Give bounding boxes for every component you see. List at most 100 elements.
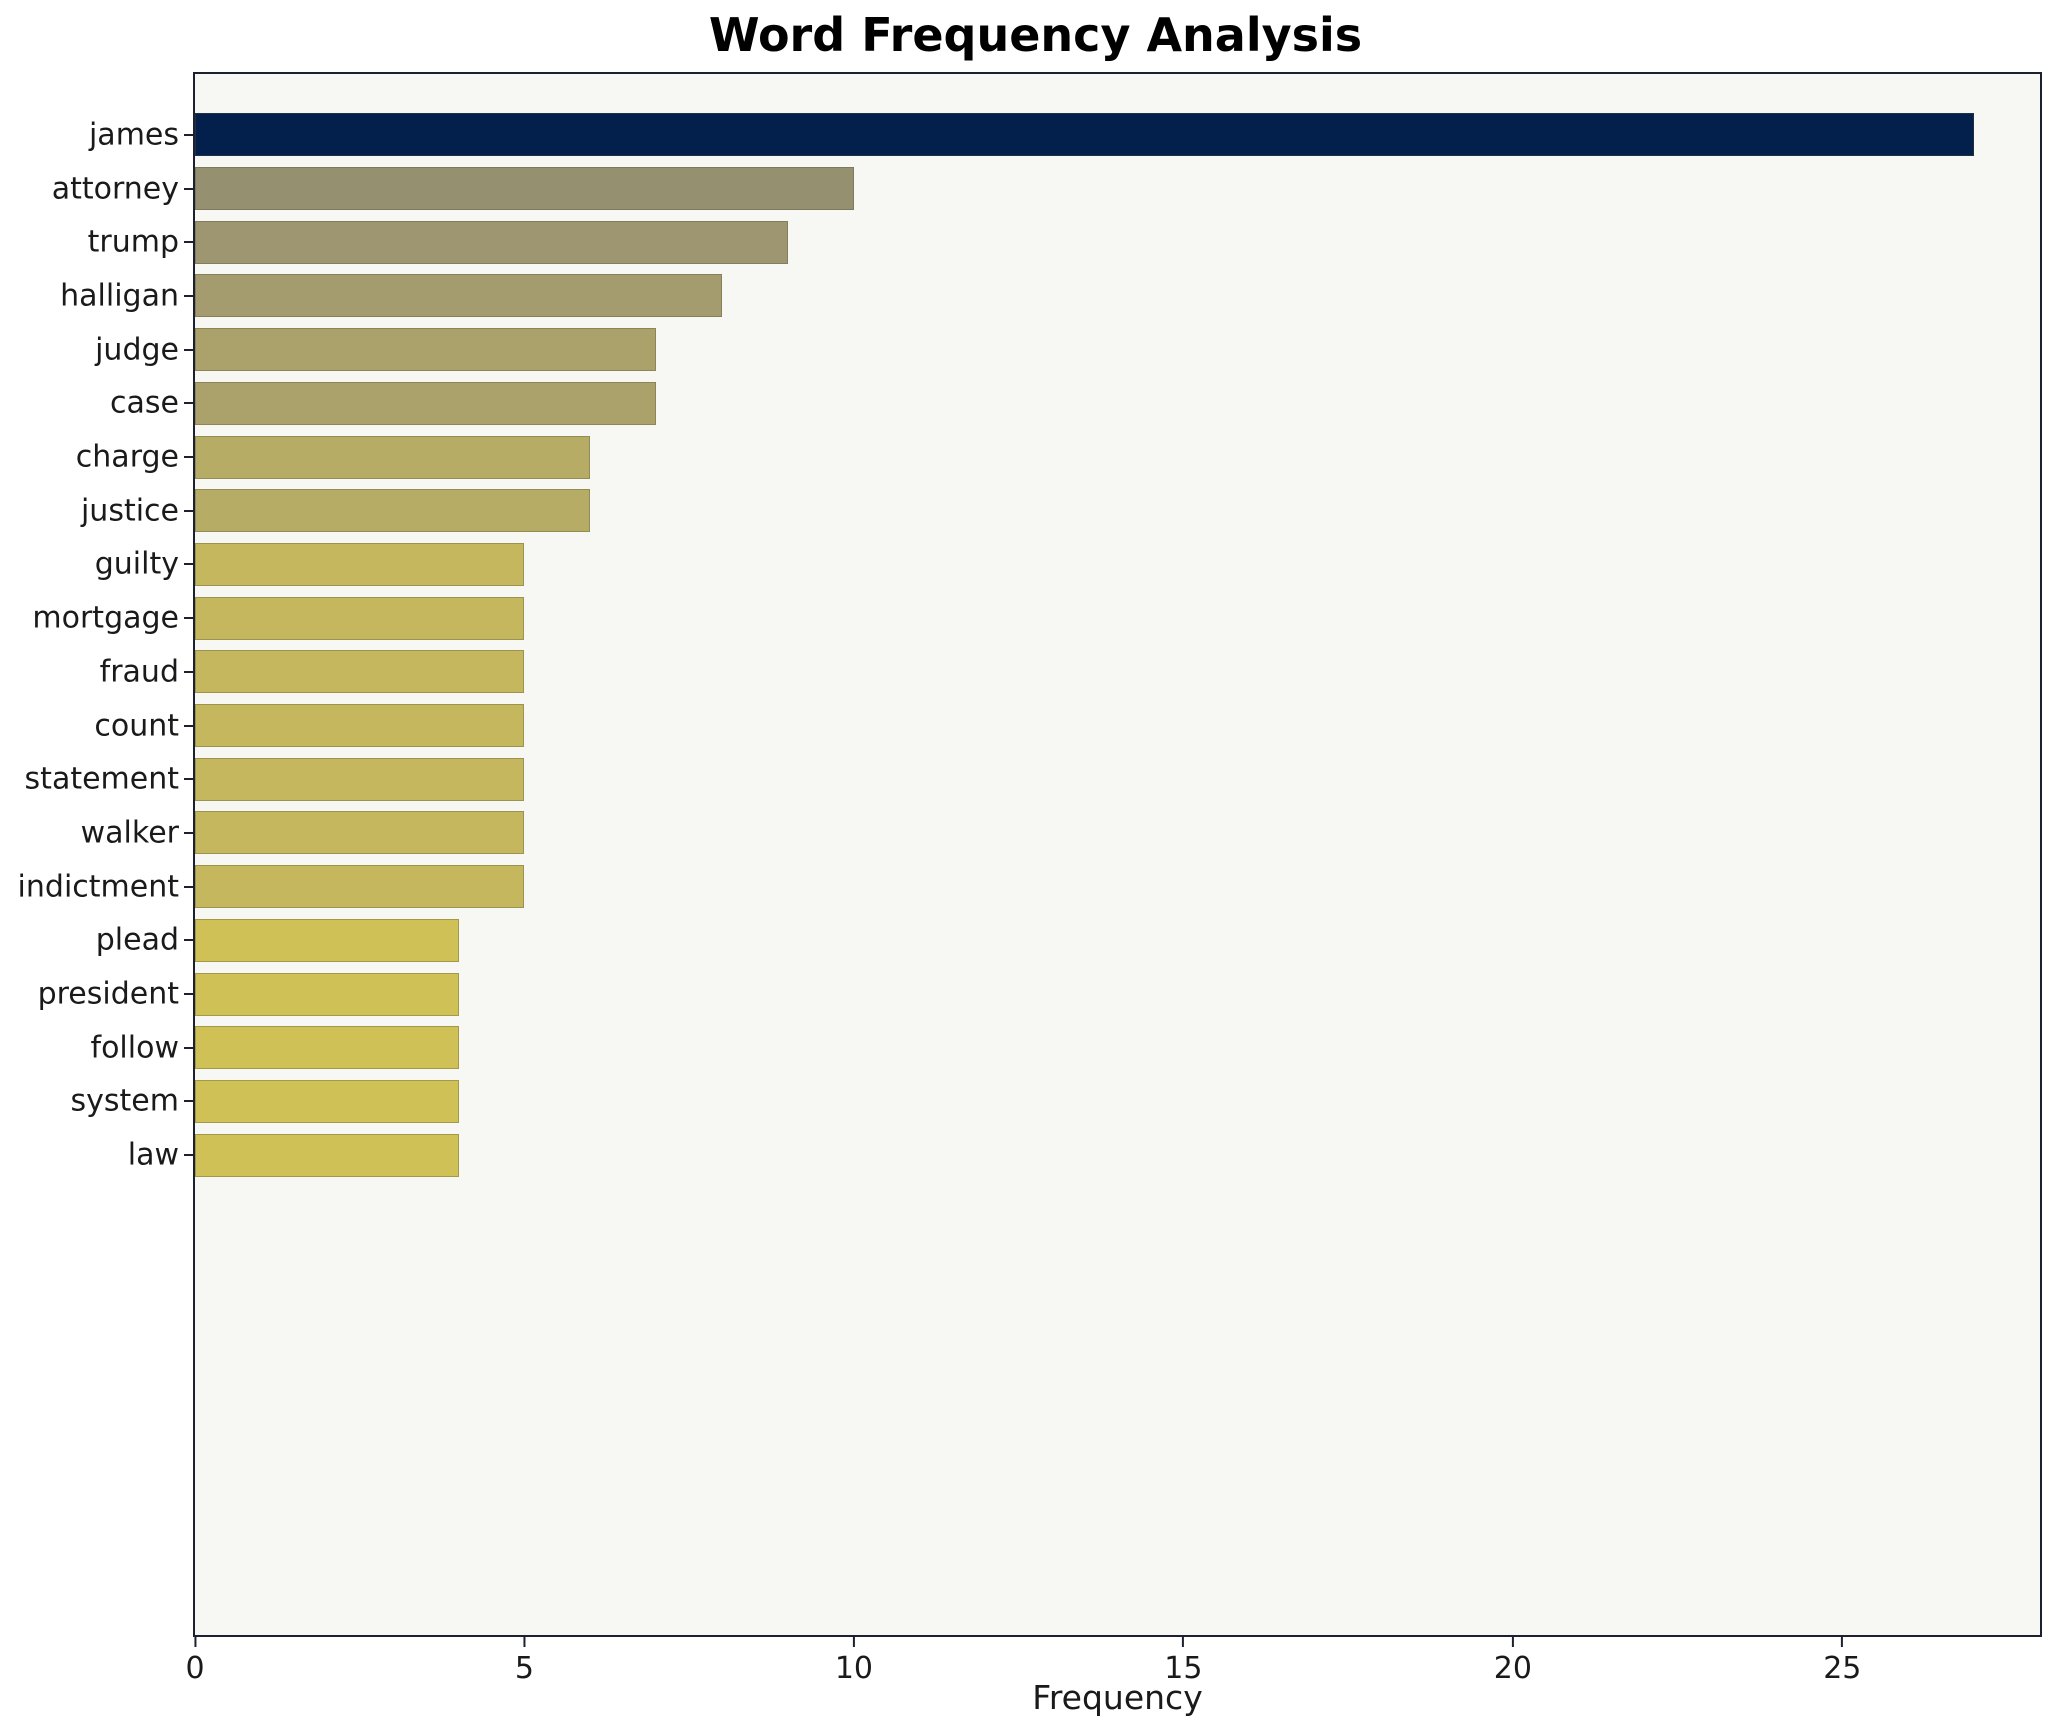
- plot-area: james attorney trump halligan judge case charg…: [18, 72, 2042, 1686]
- y-tick-mark: [184, 348, 193, 351]
- x-tick-mark: [1841, 1637, 1844, 1647]
- y-tick-label: attorney: [51, 171, 179, 207]
- bar-row: charge: [76, 430, 2040, 484]
- y-tick-label: system: [70, 1083, 179, 1119]
- bar-row: walker: [81, 806, 2040, 860]
- bar: [195, 542, 525, 586]
- y-tick-mark: [184, 1154, 193, 1157]
- bar: [195, 274, 723, 318]
- y-tick-mark: [184, 831, 193, 834]
- y-tick-mark: [184, 724, 193, 727]
- x-tick-label: 25: [1823, 1651, 1862, 1686]
- y-tick-mark: [184, 1046, 193, 1049]
- bar-row: trump: [88, 215, 2040, 269]
- y-tick-label: judge: [95, 332, 179, 368]
- bar-row: justice: [81, 484, 2040, 538]
- bar: [195, 972, 459, 1016]
- x-tick: 0: [185, 1635, 205, 1686]
- y-tick-mark: [184, 778, 193, 781]
- y-tick-label: james: [88, 117, 179, 153]
- x-tick: 5: [515, 1635, 534, 1686]
- bar: [195, 220, 789, 264]
- x-tick-label: 20: [1493, 1651, 1532, 1686]
- x-tick-label: 0: [185, 1651, 205, 1686]
- y-tick-mark: [184, 939, 193, 942]
- bar-row: attorney: [52, 162, 2040, 216]
- y-tick-label: count: [94, 708, 179, 744]
- bar: [195, 167, 854, 211]
- x-tick: 15: [1164, 1635, 1202, 1686]
- y-tick-label: indictment: [17, 869, 179, 905]
- y-tick-mark: [184, 133, 193, 136]
- bar: [195, 918, 459, 962]
- bar-row: fraud: [100, 645, 2040, 699]
- bar: [195, 328, 657, 372]
- y-tick-label: charge: [75, 439, 179, 475]
- x-tick-mark: [1182, 1637, 1185, 1647]
- bar: [195, 704, 525, 748]
- bar: [195, 435, 591, 479]
- bar-row: law: [128, 1128, 2040, 1182]
- bar-row: halligan: [60, 269, 2040, 323]
- y-tick-mark: [184, 456, 193, 459]
- y-tick-mark: [184, 993, 193, 996]
- x-tick: 25: [1823, 1635, 1861, 1686]
- y-tick-mark: [184, 563, 193, 566]
- x-tick: 20: [1494, 1635, 1532, 1686]
- y-tick-label: mortgage: [32, 600, 179, 636]
- y-tick-mark: [184, 617, 193, 620]
- bar-row: count: [94, 699, 2040, 753]
- y-tick-mark: [184, 1100, 193, 1103]
- y-tick-label: statement: [24, 761, 179, 797]
- y-tick-mark: [184, 402, 193, 405]
- y-tick-label: halligan: [60, 278, 179, 314]
- x-tick-mark: [523, 1637, 526, 1647]
- bar: [195, 811, 525, 855]
- x-tick-mark: [194, 1637, 196, 1647]
- bar: [195, 757, 525, 801]
- y-tick-label: law: [127, 1137, 179, 1173]
- x-tick-mark: [1511, 1637, 1514, 1647]
- y-tick-mark: [184, 670, 193, 673]
- x-tick-mark: [852, 1637, 855, 1647]
- bar-row: plead: [96, 914, 2040, 968]
- x-axis-label: Frequency: [1032, 1678, 1203, 1717]
- y-tick-mark: [184, 187, 193, 190]
- bar: [195, 1026, 459, 1070]
- bar-row: case: [110, 377, 2040, 431]
- bar: [195, 113, 1975, 157]
- bar-row: james: [89, 108, 2040, 162]
- bar-row: guilty: [95, 538, 2040, 592]
- bar: [195, 650, 525, 694]
- y-tick-label: follow: [90, 1030, 179, 1066]
- chart-title: Word Frequency Analysis: [708, 8, 1363, 62]
- bar: [195, 1133, 459, 1177]
- y-tick-label: president: [37, 976, 179, 1012]
- x-tick-label: 10: [834, 1651, 874, 1686]
- bar-row: president: [38, 967, 2040, 1021]
- x-tick: 10: [835, 1635, 873, 1686]
- bar-row: system: [71, 1075, 2040, 1129]
- y-tick-label: walker: [80, 815, 179, 851]
- bar-row: statement: [25, 752, 2040, 806]
- bar-row: follow: [91, 1021, 2040, 1075]
- bar: [195, 865, 525, 909]
- x-tick-label: 5: [514, 1651, 534, 1686]
- y-tick-label: case: [110, 385, 179, 421]
- bar-row: mortgage: [32, 591, 2040, 645]
- bar: [195, 596, 525, 640]
- bar: [195, 381, 657, 425]
- y-tick-label: trump: [87, 224, 179, 260]
- y-tick-label: fraud: [99, 654, 179, 690]
- y-tick-mark: [184, 509, 193, 512]
- y-tick-label: guilty: [94, 546, 179, 582]
- y-tick-mark: [184, 294, 193, 297]
- y-tick-label: justice: [80, 493, 179, 529]
- bar-row: indictment: [18, 860, 2040, 914]
- y-tick-mark: [184, 241, 193, 244]
- y-tick-mark: [184, 885, 193, 888]
- bar: [195, 1079, 459, 1123]
- y-tick-label: plead: [95, 922, 179, 958]
- bar: [195, 489, 591, 533]
